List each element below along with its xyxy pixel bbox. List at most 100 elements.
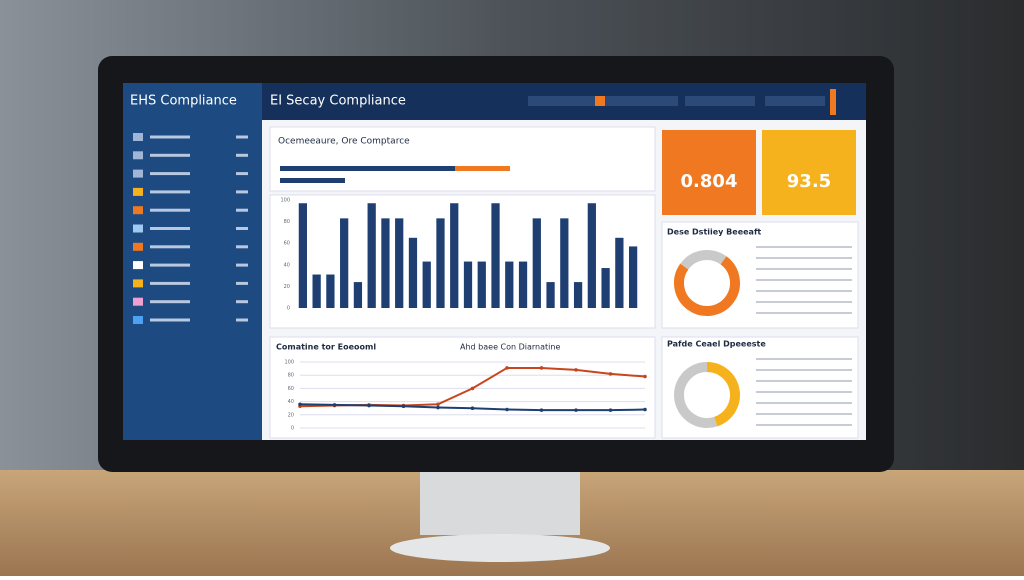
nav-icon	[133, 261, 143, 270]
bar	[298, 203, 308, 308]
point	[505, 366, 509, 370]
header-button[interactable]	[685, 96, 755, 106]
legend-row	[756, 358, 852, 360]
legend-row	[756, 413, 852, 415]
legend-row	[756, 402, 852, 404]
nav-item[interactable]	[150, 172, 190, 176]
nav-item[interactable]	[150, 263, 190, 267]
bar	[615, 237, 624, 308]
nav-icon	[133, 297, 143, 306]
point	[539, 408, 544, 412]
point	[608, 408, 613, 412]
progress-bar	[280, 166, 510, 171]
bar	[546, 282, 555, 308]
nav-item[interactable]	[150, 190, 190, 194]
legend-row	[756, 424, 852, 426]
chart-subtitle: Ahd baee Con Diarnatine	[460, 343, 560, 352]
y-tick-label: 80	[284, 219, 290, 225]
y-tick-label: 0	[291, 426, 294, 432]
stand	[420, 465, 580, 535]
bar	[628, 246, 638, 308]
nav-icon	[133, 316, 143, 324]
y-tick-label: 20	[284, 284, 290, 290]
stand-base	[390, 534, 610, 562]
nav-badge	[236, 172, 248, 176]
nav-badge	[236, 208, 248, 212]
donut-slice	[674, 256, 740, 316]
nav-badge	[236, 190, 248, 194]
legend-row	[756, 268, 852, 270]
nav-icon	[133, 151, 143, 160]
nav-item[interactable]	[150, 135, 190, 139]
point	[401, 404, 406, 409]
nav-icon	[133, 242, 143, 251]
bar	[532, 218, 541, 308]
bar	[381, 218, 390, 308]
y-tick-label: 100	[280, 198, 290, 204]
donut-slice	[706, 362, 740, 427]
nav-badge	[236, 227, 248, 230]
y-tick-label: 0	[287, 306, 290, 312]
header-icon[interactable]	[595, 96, 605, 106]
nav-item[interactable]	[150, 318, 190, 322]
point	[367, 403, 371, 408]
point	[436, 405, 440, 410]
nav-item[interactable]	[150, 153, 190, 157]
point	[608, 372, 613, 376]
nav-badge	[236, 281, 248, 285]
kpi-value: 0.804	[681, 171, 738, 192]
point	[574, 368, 578, 372]
nav-icon	[133, 206, 143, 215]
chart-title: Pafde Ceael Dpeeeste	[667, 340, 766, 349]
nav-item[interactable]	[150, 300, 190, 304]
legend-row	[756, 369, 852, 371]
nav-item[interactable]	[150, 245, 190, 249]
brand: EHS Compliance	[130, 94, 237, 109]
header-accent	[830, 89, 836, 115]
bar	[450, 203, 459, 308]
bar	[312, 274, 321, 308]
nav-item[interactable]	[150, 208, 190, 212]
header-button[interactable]	[765, 96, 825, 106]
y-tick-label: 40	[284, 262, 290, 268]
header-title: EI Secay Compliance	[270, 94, 406, 109]
nav-item[interactable]	[150, 281, 190, 285]
bar	[587, 203, 596, 308]
nav-badge	[236, 245, 248, 249]
nav-badge	[236, 135, 248, 139]
legend-row	[756, 301, 852, 303]
bar	[477, 261, 486, 308]
chart-title: Dese Dstiiey Beeeaft	[667, 228, 761, 237]
legend-row	[756, 290, 852, 292]
kpi-value: 93.5	[787, 171, 831, 192]
bar	[518, 261, 528, 308]
point	[539, 366, 544, 370]
kpi-card	[662, 130, 756, 215]
point	[470, 386, 475, 391]
bar	[573, 282, 583, 308]
panel	[269, 336, 656, 439]
bar	[491, 203, 500, 308]
bar	[408, 237, 418, 308]
kpi-card	[762, 130, 856, 215]
bar	[505, 261, 514, 308]
y-tick-label: 80	[288, 373, 294, 379]
point	[332, 403, 337, 407]
sidebar	[123, 83, 262, 440]
nav-icon	[133, 169, 143, 178]
nav-list	[133, 133, 248, 324]
bar	[395, 218, 404, 308]
nav-badge	[236, 263, 248, 267]
nav-badge	[236, 318, 248, 322]
y-tick-label: 20	[288, 412, 294, 418]
bar	[463, 261, 473, 308]
bar	[422, 261, 431, 308]
legend-row	[756, 279, 852, 281]
donut-slice	[680, 250, 727, 270]
panel-title: Ocemeeaure, Ore Comptarce	[278, 137, 410, 147]
point	[643, 407, 647, 412]
bar	[601, 268, 610, 308]
panel	[269, 194, 656, 329]
nav-item[interactable]	[150, 227, 190, 230]
bar	[367, 203, 376, 308]
